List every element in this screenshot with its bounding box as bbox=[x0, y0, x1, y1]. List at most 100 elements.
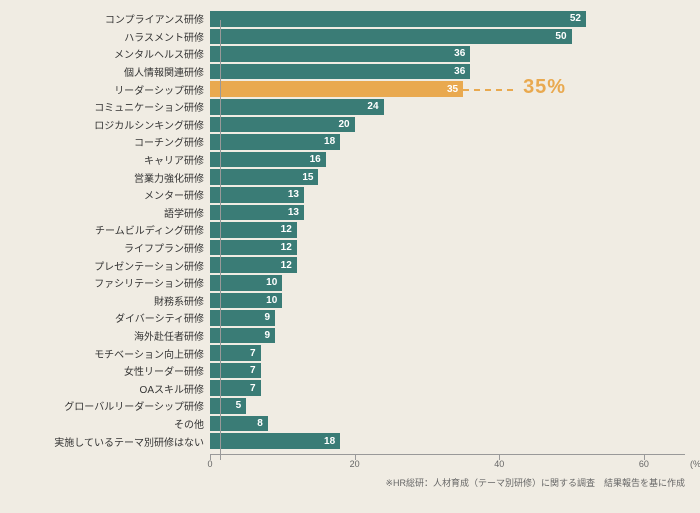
bar-area: 13 bbox=[210, 186, 690, 204]
chart-row: 実施しているテーマ別研修はない18 bbox=[10, 432, 690, 450]
row-label: コミュニケーション研修 bbox=[10, 99, 210, 114]
row-label: 財務系研修 bbox=[10, 293, 210, 308]
axis-line bbox=[210, 454, 685, 455]
row-label: その他 bbox=[10, 416, 210, 431]
bar-value: 13 bbox=[288, 207, 299, 218]
bar-value: 9 bbox=[265, 330, 271, 341]
row-label: 海外赴任者研修 bbox=[10, 328, 210, 343]
bar-area: 16 bbox=[210, 151, 690, 169]
bar-value: 20 bbox=[338, 119, 349, 130]
bar-value: 10 bbox=[266, 277, 277, 288]
bar-value: 9 bbox=[265, 312, 271, 323]
row-label: OAスキル研修 bbox=[10, 381, 210, 396]
axis-tick-label: 40 bbox=[494, 459, 504, 469]
bar-area: 52 bbox=[210, 10, 690, 28]
bar: 7 bbox=[210, 363, 261, 379]
bar-value: 36 bbox=[454, 48, 465, 59]
bar-area: 5 bbox=[210, 397, 690, 415]
bar: 18 bbox=[210, 134, 340, 150]
bar: 52 bbox=[210, 11, 586, 27]
axis-tick-label: 0 bbox=[207, 459, 212, 469]
bar-value: 8 bbox=[257, 418, 263, 429]
chart-row: ライフプラン研修 12 bbox=[10, 239, 690, 257]
chart-row: キャリア研修16 bbox=[10, 151, 690, 169]
row-label: コーチング研修 bbox=[10, 134, 210, 149]
bar-area: 24 bbox=[210, 98, 690, 116]
chart-row: その他 8 bbox=[10, 415, 690, 433]
chart-row: チームビルディング研修 12 bbox=[10, 221, 690, 239]
chart-row: ダイバーシティ研修 9 bbox=[10, 309, 690, 327]
row-label: メンター研修 bbox=[10, 187, 210, 202]
bar: 20 bbox=[210, 117, 355, 133]
bar: 16 bbox=[210, 152, 326, 168]
bar-area: 12 bbox=[210, 239, 690, 257]
row-label: 個人情報関連研修 bbox=[10, 64, 210, 79]
callout-value: 35% bbox=[523, 76, 566, 99]
row-label: ライフプラン研修 bbox=[10, 240, 210, 255]
row-label: 営業力強化研修 bbox=[10, 170, 210, 185]
bar-value: 24 bbox=[367, 101, 378, 112]
row-label: モチベーション向上研修 bbox=[10, 346, 210, 361]
bar: 18 bbox=[210, 433, 340, 449]
bar-area: 12 bbox=[210, 256, 690, 274]
bar-value: 10 bbox=[266, 295, 277, 306]
bar-area: 20 bbox=[210, 116, 690, 134]
bar-value: 12 bbox=[281, 242, 292, 253]
bar-area: 10 bbox=[210, 274, 690, 292]
bar-area: 9 bbox=[210, 309, 690, 327]
axis-tick-label: 20 bbox=[350, 459, 360, 469]
chart-row: モチベーション向上研修7 bbox=[10, 344, 690, 362]
bar: 24 bbox=[210, 99, 384, 115]
row-label: チームビルディング研修 bbox=[10, 222, 210, 237]
bar-value: 12 bbox=[281, 260, 292, 271]
chart-row: 女性リーダー研修7 bbox=[10, 362, 690, 380]
row-label: プレゼンテーション研修 bbox=[10, 258, 210, 273]
bar-chart: コンプライアンス研修52ハラスメント研修50メンタルヘルス研修36個人情報関連研… bbox=[10, 10, 690, 480]
bar-area: 9 bbox=[210, 327, 690, 345]
chart-rows: コンプライアンス研修52ハラスメント研修50メンタルヘルス研修36個人情報関連研… bbox=[10, 10, 690, 450]
bar-value: 12 bbox=[281, 224, 292, 235]
bar-value: 7 bbox=[250, 383, 256, 394]
chart-row: グローバルリーダーシップ研修 5 bbox=[10, 397, 690, 415]
bar-area: 15 bbox=[210, 168, 690, 186]
bar-area: 7 bbox=[210, 379, 690, 397]
bar-value: 15 bbox=[302, 172, 313, 183]
callout-dash bbox=[463, 89, 513, 91]
axis-baseline bbox=[220, 20, 221, 460]
bar-area: 7 bbox=[210, 344, 690, 362]
bar-value: 35 bbox=[447, 84, 458, 95]
bar-value: 13 bbox=[288, 189, 299, 200]
row-label: 実施しているテーマ別研修はない bbox=[10, 434, 210, 449]
bar: 13 bbox=[210, 187, 304, 203]
bar-area: 10 bbox=[210, 292, 690, 310]
chart-row: OAスキル研修 7 bbox=[10, 379, 690, 397]
bar-value: 5 bbox=[236, 400, 242, 411]
bar-area: 12 bbox=[210, 221, 690, 239]
chart-row: 財務系研修 10 bbox=[10, 292, 690, 310]
row-label: リーダーシップ研修 bbox=[10, 82, 210, 97]
row-label: ダイバーシティ研修 bbox=[10, 310, 210, 325]
row-label: ハラスメント研修 bbox=[10, 29, 210, 44]
chart-row: リーダーシップ研修3535% bbox=[10, 80, 690, 98]
bar: 36 bbox=[210, 46, 470, 62]
bar: 5 bbox=[210, 398, 246, 414]
chart-footnote: ※HR総研：人材育成（テーマ別研修）に関する調査 結果報告を基に作成 bbox=[385, 476, 685, 489]
bar: 8 bbox=[210, 416, 268, 432]
axis-tick-label: 60 bbox=[639, 459, 649, 469]
row-label: ロジカルシンキング研修 bbox=[10, 117, 210, 132]
row-label: 語学研修 bbox=[10, 205, 210, 220]
chart-row: 語学研修 13 bbox=[10, 204, 690, 222]
bar: 36 bbox=[210, 64, 470, 80]
chart-row: プレゼンテーション研修 12 bbox=[10, 256, 690, 274]
bar-area: 50 bbox=[210, 28, 690, 46]
bar-area: 18 bbox=[210, 432, 690, 450]
row-label: グローバルリーダーシップ研修 bbox=[10, 398, 210, 413]
row-label: ファシリテーション研修 bbox=[10, 275, 210, 290]
bar: 13 bbox=[210, 205, 304, 221]
bar-area: 7 bbox=[210, 362, 690, 380]
chart-row: メンター研修 13 bbox=[10, 186, 690, 204]
bar-highlight: 35 bbox=[210, 81, 463, 97]
axis-unit: (%) bbox=[690, 459, 700, 469]
bar: 12 bbox=[210, 222, 297, 238]
chart-row: コーチング研修18 bbox=[10, 133, 690, 151]
